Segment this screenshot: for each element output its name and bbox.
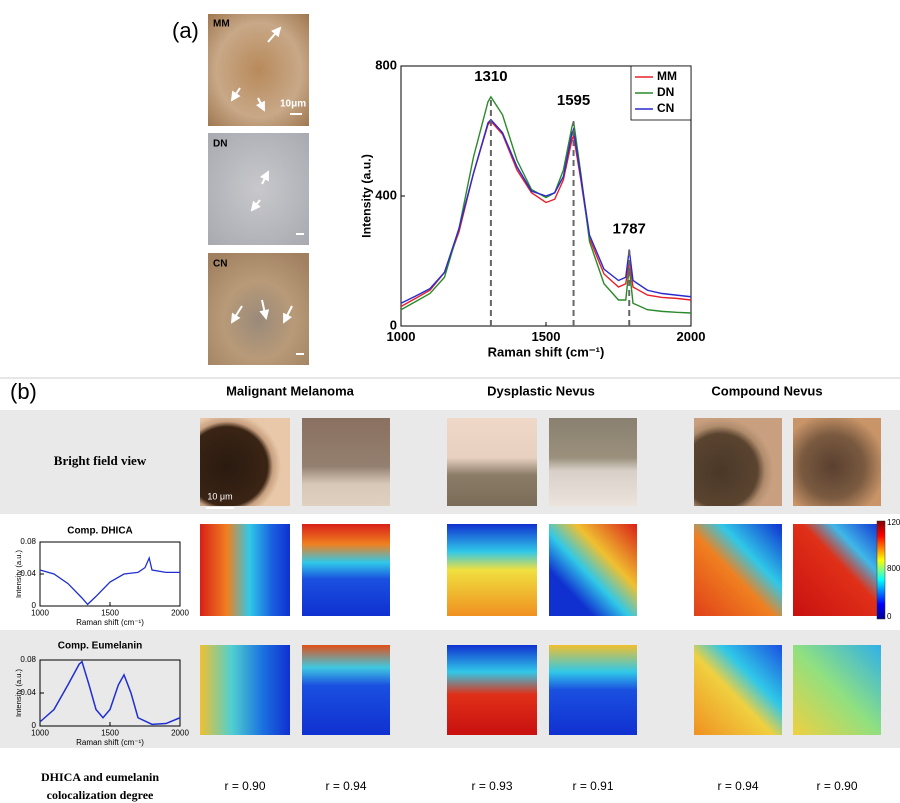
x-tick-label: 2000: [677, 329, 706, 344]
micrograph-label: CN: [213, 259, 227, 270]
bright-field-image: [694, 418, 782, 506]
scale-label: 10 μm: [207, 491, 232, 501]
series-line: [39, 660, 181, 726]
series-line: [400, 120, 692, 308]
y-tick-label: 800: [375, 57, 397, 72]
column-header: Malignant Melanoma: [226, 383, 355, 398]
panel-label: (a): [172, 18, 199, 43]
x-axis-label: Raman shift (cm⁻¹): [488, 345, 605, 360]
row-label: Bright field view: [54, 453, 147, 468]
heatmap: [302, 645, 390, 735]
panel-label: (b): [10, 379, 37, 404]
x-axis-label: Raman shift (cm⁻¹): [76, 738, 144, 747]
y-tick-label: 0.04: [20, 688, 36, 697]
y-axis-label: Intensity (a.u.): [14, 549, 23, 598]
colorbar: [876, 520, 886, 620]
legend-label: CN: [657, 101, 674, 115]
column-header: Dysplastic Nevus: [487, 383, 595, 398]
colorbar-label: 0: [887, 612, 892, 621]
heatmap: [447, 645, 537, 735]
r-value: r = 0.91: [572, 779, 613, 793]
x-tick-label: 2000: [171, 728, 189, 737]
x-tick-label: 1000: [31, 608, 49, 617]
heatmap: [694, 524, 782, 616]
y-tick-label: 400: [375, 187, 397, 202]
y-tick-label: 0: [390, 317, 397, 332]
series-line: [400, 95, 692, 314]
y-tick-label: 0.08: [20, 537, 36, 546]
micrograph: [208, 253, 309, 365]
y-tick-label: 0: [32, 601, 37, 610]
x-tick-label: 1000: [387, 329, 416, 344]
y-axis-label: Intensity (a.u.): [359, 154, 373, 238]
bright-field-image: [549, 418, 637, 506]
row-label: colocalization degree: [47, 788, 154, 802]
r-value: r = 0.94: [325, 779, 366, 793]
micrograph: [208, 133, 309, 245]
colorbar-label: 120: [887, 518, 900, 527]
heatmap: [447, 524, 537, 616]
x-tick-label: 2000: [171, 608, 189, 617]
r-value: r = 0.93: [471, 779, 512, 793]
x-tick-label: 1500: [101, 728, 119, 737]
heatmap: [549, 524, 637, 616]
micrograph-label: MM: [213, 19, 230, 30]
peak-label: 1787: [613, 221, 646, 238]
r-value: r = 0.90: [816, 779, 857, 793]
plot-frame: [39, 541, 181, 607]
bright-field-image: [793, 418, 881, 506]
heatmap: [200, 645, 290, 735]
legend-label: MM: [657, 69, 677, 83]
column-header: Compound Nevus: [711, 383, 822, 398]
peak-label: 1310: [474, 68, 507, 85]
y-axis-label: Intensity (a.u.): [14, 668, 23, 717]
legend-label: DN: [657, 85, 674, 99]
bright-field-image: [302, 418, 390, 506]
r-value: r = 0.90: [224, 779, 265, 793]
row-label: Comp. DHICA: [67, 526, 133, 537]
x-tick-label: 1000: [31, 728, 49, 737]
bright-field-image: [200, 418, 290, 506]
heatmap: [200, 524, 290, 616]
x-tick-label: 1500: [532, 329, 561, 344]
heatmap: [549, 645, 637, 735]
series-line: [39, 555, 180, 606]
row-label: DHICA and eumelanin: [41, 770, 159, 784]
arrows: [230, 26, 293, 324]
x-tick-label: 1500: [101, 608, 119, 617]
series-line: [400, 118, 692, 304]
peak-label: 1595: [557, 92, 590, 109]
x-axis-label: Raman shift (cm⁻¹): [76, 618, 144, 627]
row-label: Comp. Eumelanin: [58, 641, 142, 652]
heatmap: [793, 645, 881, 735]
y-tick-label: 0.08: [20, 655, 36, 664]
y-tick-label: 0.04: [20, 569, 36, 578]
y-tick-label: 0: [32, 721, 37, 730]
heatmap: [302, 524, 390, 616]
heatmap: [694, 645, 782, 735]
colorbar-label: 800: [887, 564, 900, 573]
micrograph-label: DN: [213, 139, 227, 150]
scale-label: 10μm: [280, 99, 306, 110]
bright-field-image: [447, 418, 537, 506]
r-value: r = 0.94: [717, 779, 758, 793]
heatmap: [793, 524, 881, 616]
